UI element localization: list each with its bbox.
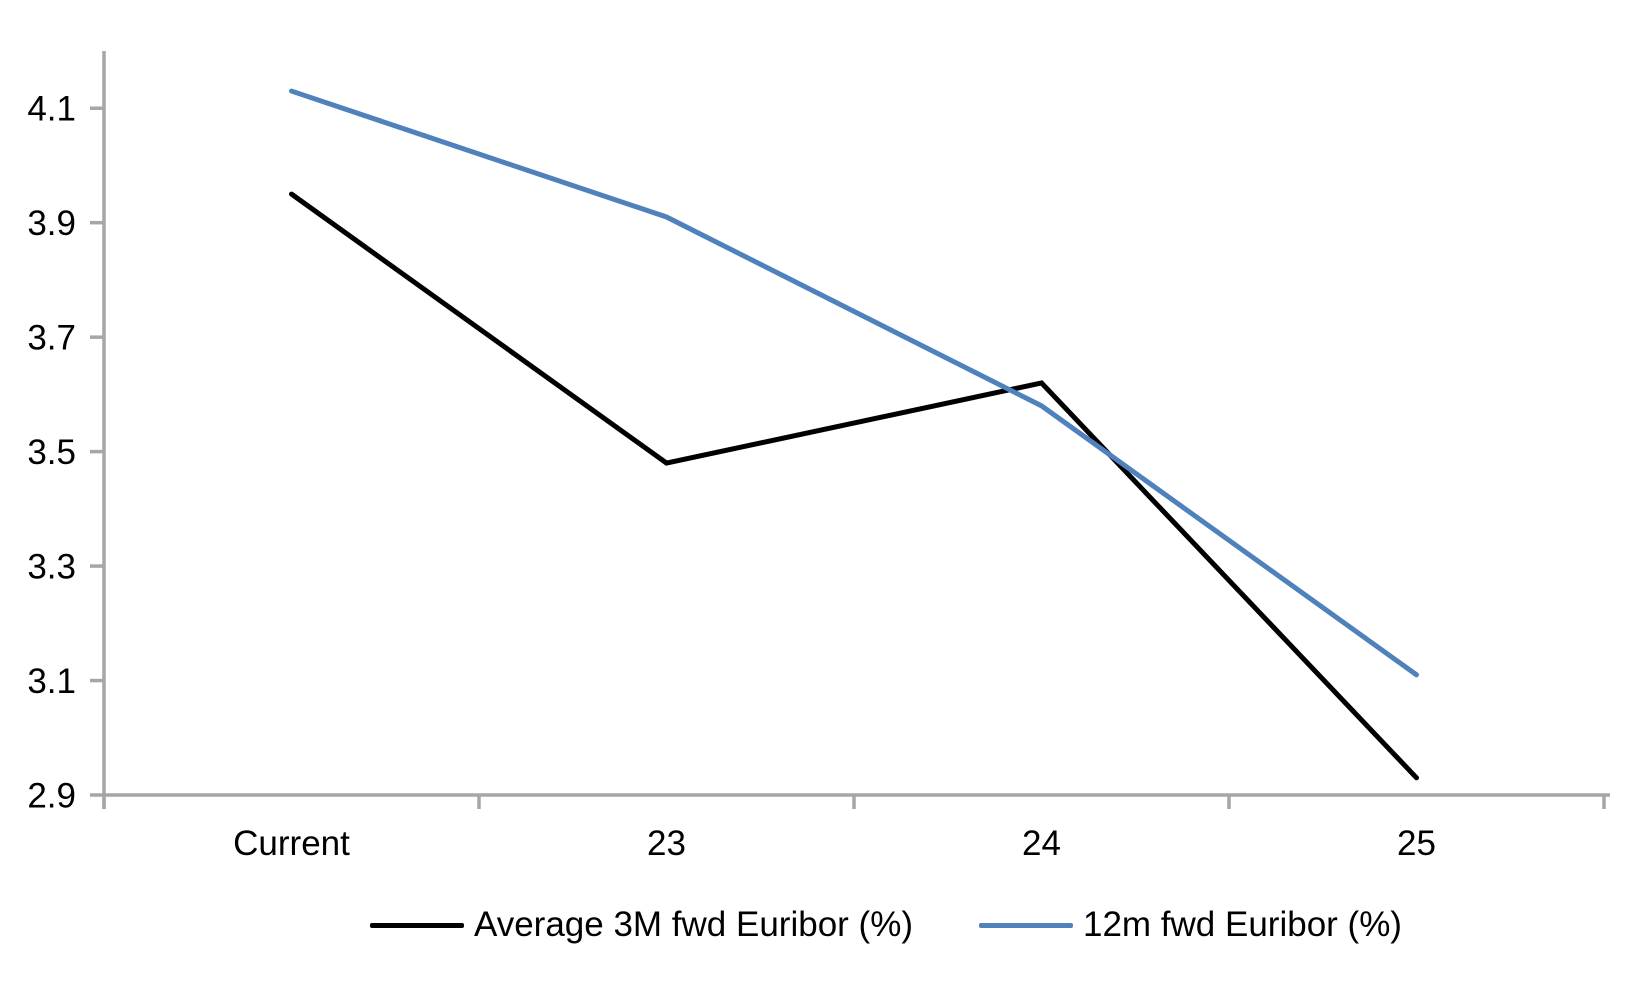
x-axis-label-25: 25 [1397,824,1436,863]
legend-label-12m-fwd-euribor: 12m fwd Euribor (%) [1082,905,1402,944]
x-axis-label-23: 23 [647,824,686,863]
x-axis-label-24: 24 [1022,824,1061,863]
y-axis-tick-label: 3.5 [27,433,76,472]
x-axis-label-current: Current [233,824,350,863]
y-axis-tick-label: 3.7 [27,319,76,358]
legend-item-average-3m-fwd-euribor: Average 3M fwd Euribor (%) [370,905,913,945]
legend-swatch-12m-fwd-euribor [978,922,1073,928]
legend-swatch-average-3m-fwd-euribor [370,922,464,928]
y-axis-tick-label: 2.9 [27,777,76,816]
series-line-12m-fwd-euribor [289,88,1419,678]
y-axis-tick-label: 3.3 [27,548,76,587]
y-axis-tick-label: 3.1 [27,662,76,701]
series-line-average-3m-fwd-euribor [289,191,1419,781]
chart-legend: Average 3M fwd Euribor (%) 12m fwd Eurib… [370,905,1402,945]
y-axis-tick-label: 4.1 [27,90,76,129]
y-axis-tick-label: 3.9 [27,204,76,243]
legend-label-average-3m-fwd-euribor: Average 3M fwd Euribor (%) [474,905,913,944]
legend-item-12m-fwd-euribor: 12m fwd Euribor (%) [978,905,1402,945]
